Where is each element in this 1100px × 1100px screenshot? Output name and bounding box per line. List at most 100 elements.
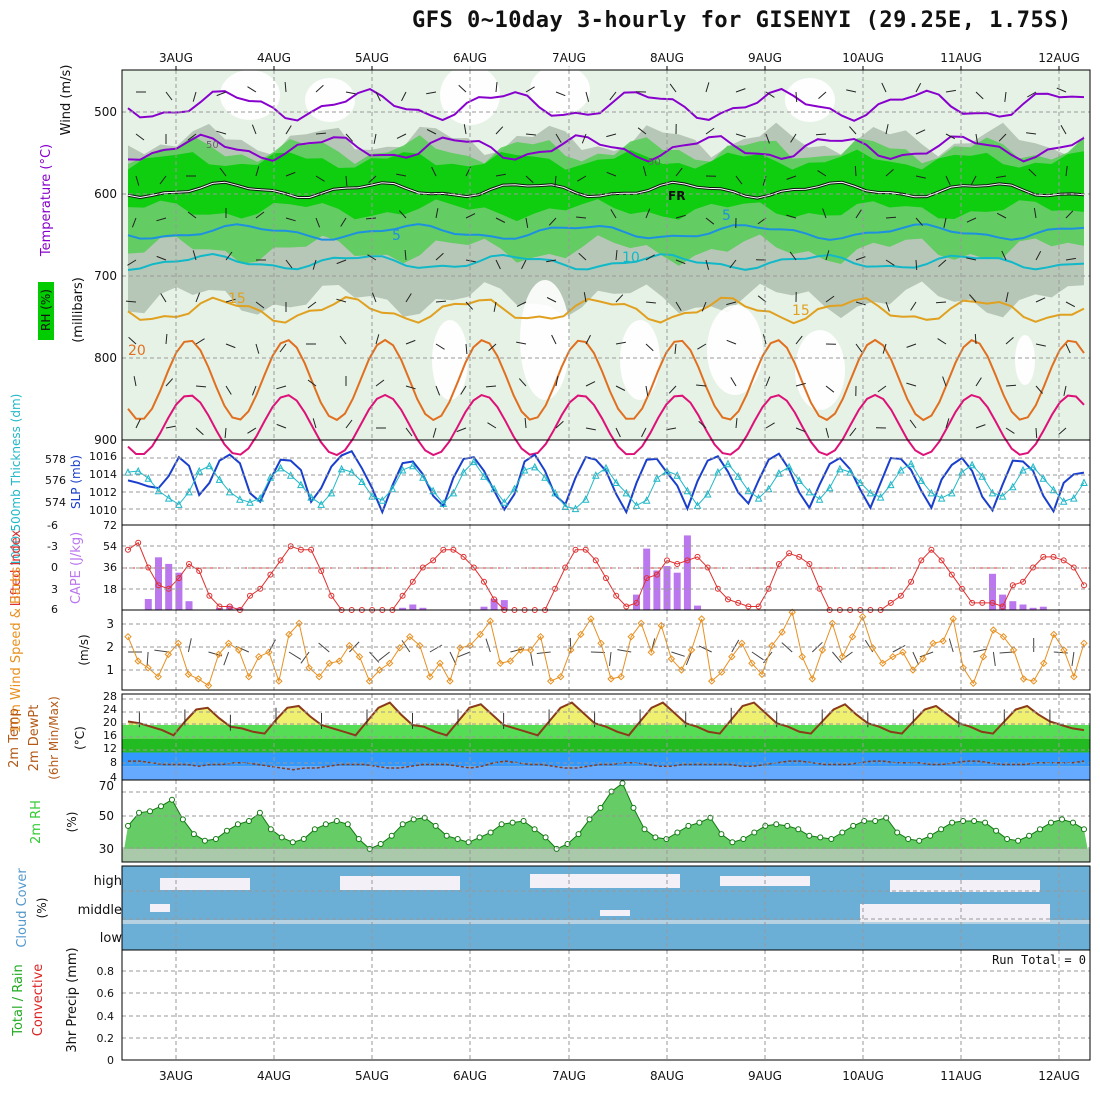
li-tick-label: 6 (51, 603, 58, 616)
rh2m-point (872, 818, 879, 824)
wind-barb (405, 339, 416, 345)
wind-barb (156, 217, 167, 222)
wind-barb (735, 175, 743, 185)
rh-axis-label: RH (%) (39, 289, 53, 331)
wind-barb (495, 82, 498, 93)
surface-wind-barb (590, 651, 605, 653)
wind-barb (224, 427, 227, 439)
lifted-index-point (633, 599, 640, 606)
rh2m-point (476, 834, 483, 841)
wind-barb (315, 84, 324, 93)
wind-barb (345, 91, 356, 95)
lifted-index-point (1050, 553, 1057, 560)
wind-barb (285, 259, 293, 269)
rh2m-point (531, 826, 538, 833)
wind-barb (525, 217, 529, 228)
rh2m-point (773, 821, 780, 828)
surface-wind-barb (300, 651, 310, 664)
wind10-point (939, 637, 947, 645)
wind10-point (496, 659, 505, 668)
wind10-point (677, 666, 686, 674)
wind-barb (488, 343, 497, 352)
cape-bar (1009, 601, 1017, 610)
wind10-point (788, 608, 796, 616)
wind-barb (581, 133, 587, 144)
lifted-index-point (674, 561, 681, 567)
wind-barb (735, 418, 738, 429)
dry-region (305, 78, 355, 122)
wind-barb (935, 301, 947, 304)
wind-barb (255, 166, 260, 177)
dry-region (785, 78, 835, 122)
thickness-point (917, 476, 926, 484)
bottom-date-label: 6AUG (453, 1069, 487, 1083)
wind-barb (336, 259, 347, 265)
thickness-point (947, 488, 956, 497)
lifted-index-point (755, 603, 762, 610)
wind-barb (276, 385, 287, 390)
wind-barb (1065, 166, 1068, 177)
wind-barb (432, 427, 437, 438)
surface-wind-barb (731, 639, 740, 653)
wind10-point (989, 626, 998, 634)
wind-barb (705, 127, 715, 135)
wind10-point (577, 630, 585, 639)
thickness-point (124, 467, 132, 476)
thickness-point (551, 488, 559, 497)
contour-label-10: 10 (622, 250, 640, 266)
wind-barb (578, 252, 587, 261)
wind-barb (345, 133, 354, 142)
cloud-gap (890, 880, 1040, 892)
rh2m-point (212, 836, 219, 842)
wind-barb (846, 89, 857, 93)
thickness-point (775, 468, 783, 477)
wind-barb (606, 171, 617, 177)
thickness-point (195, 466, 204, 475)
surface-wind-barb (378, 651, 390, 661)
wind-barb (1035, 250, 1042, 261)
rh2m-point (366, 845, 373, 852)
wind-barb (945, 418, 950, 429)
wind10-point (949, 615, 957, 623)
wind-barb (495, 259, 501, 270)
rh2m-point (894, 829, 901, 836)
bottom-date-label: 5AUG (355, 1069, 389, 1083)
rh2m-point (1059, 816, 1065, 823)
wind-barb (345, 175, 348, 187)
wind-barb (945, 133, 956, 140)
wind10-frame (121, 609, 1091, 691)
wind-barb (642, 166, 647, 177)
wind-barb (885, 216, 897, 219)
wind10-tick-label: 3 (106, 617, 114, 631)
dewpt2m-line (128, 760, 1085, 771)
cloud-gap (160, 878, 250, 890)
surface-wind-barb (973, 648, 988, 653)
lifted-index-point (247, 592, 253, 599)
wind-barb (1063, 385, 1067, 396)
wind-barb (885, 301, 890, 312)
wind-barb (576, 216, 587, 219)
lifted-index-point (186, 561, 192, 567)
rh2m-point (300, 836, 307, 842)
surface-wind-barb (187, 638, 192, 653)
thickness-point (876, 492, 885, 501)
thickness-point (154, 486, 163, 495)
lifted-index-point (786, 550, 793, 557)
rh2m-point (982, 819, 989, 826)
temperature-axis-label: Temperature (°C) (39, 144, 54, 257)
rh2m-point (685, 822, 692, 829)
wind10-point (486, 617, 495, 625)
surface-wind-barb (671, 651, 685, 657)
lifted-index-point (308, 546, 315, 553)
wind10-point (627, 632, 635, 641)
lifted-index-point (775, 561, 782, 567)
rh2m-point (751, 829, 758, 836)
lifted-index-point (155, 582, 162, 589)
wind10-point (265, 648, 273, 656)
thickness-point (907, 459, 915, 468)
lifted-index-point (430, 557, 437, 564)
surface-wind-barb (154, 649, 169, 653)
lifted-index-point (470, 564, 477, 571)
wind10-tick-label: 2 (106, 640, 114, 654)
thickness-point (297, 480, 305, 489)
